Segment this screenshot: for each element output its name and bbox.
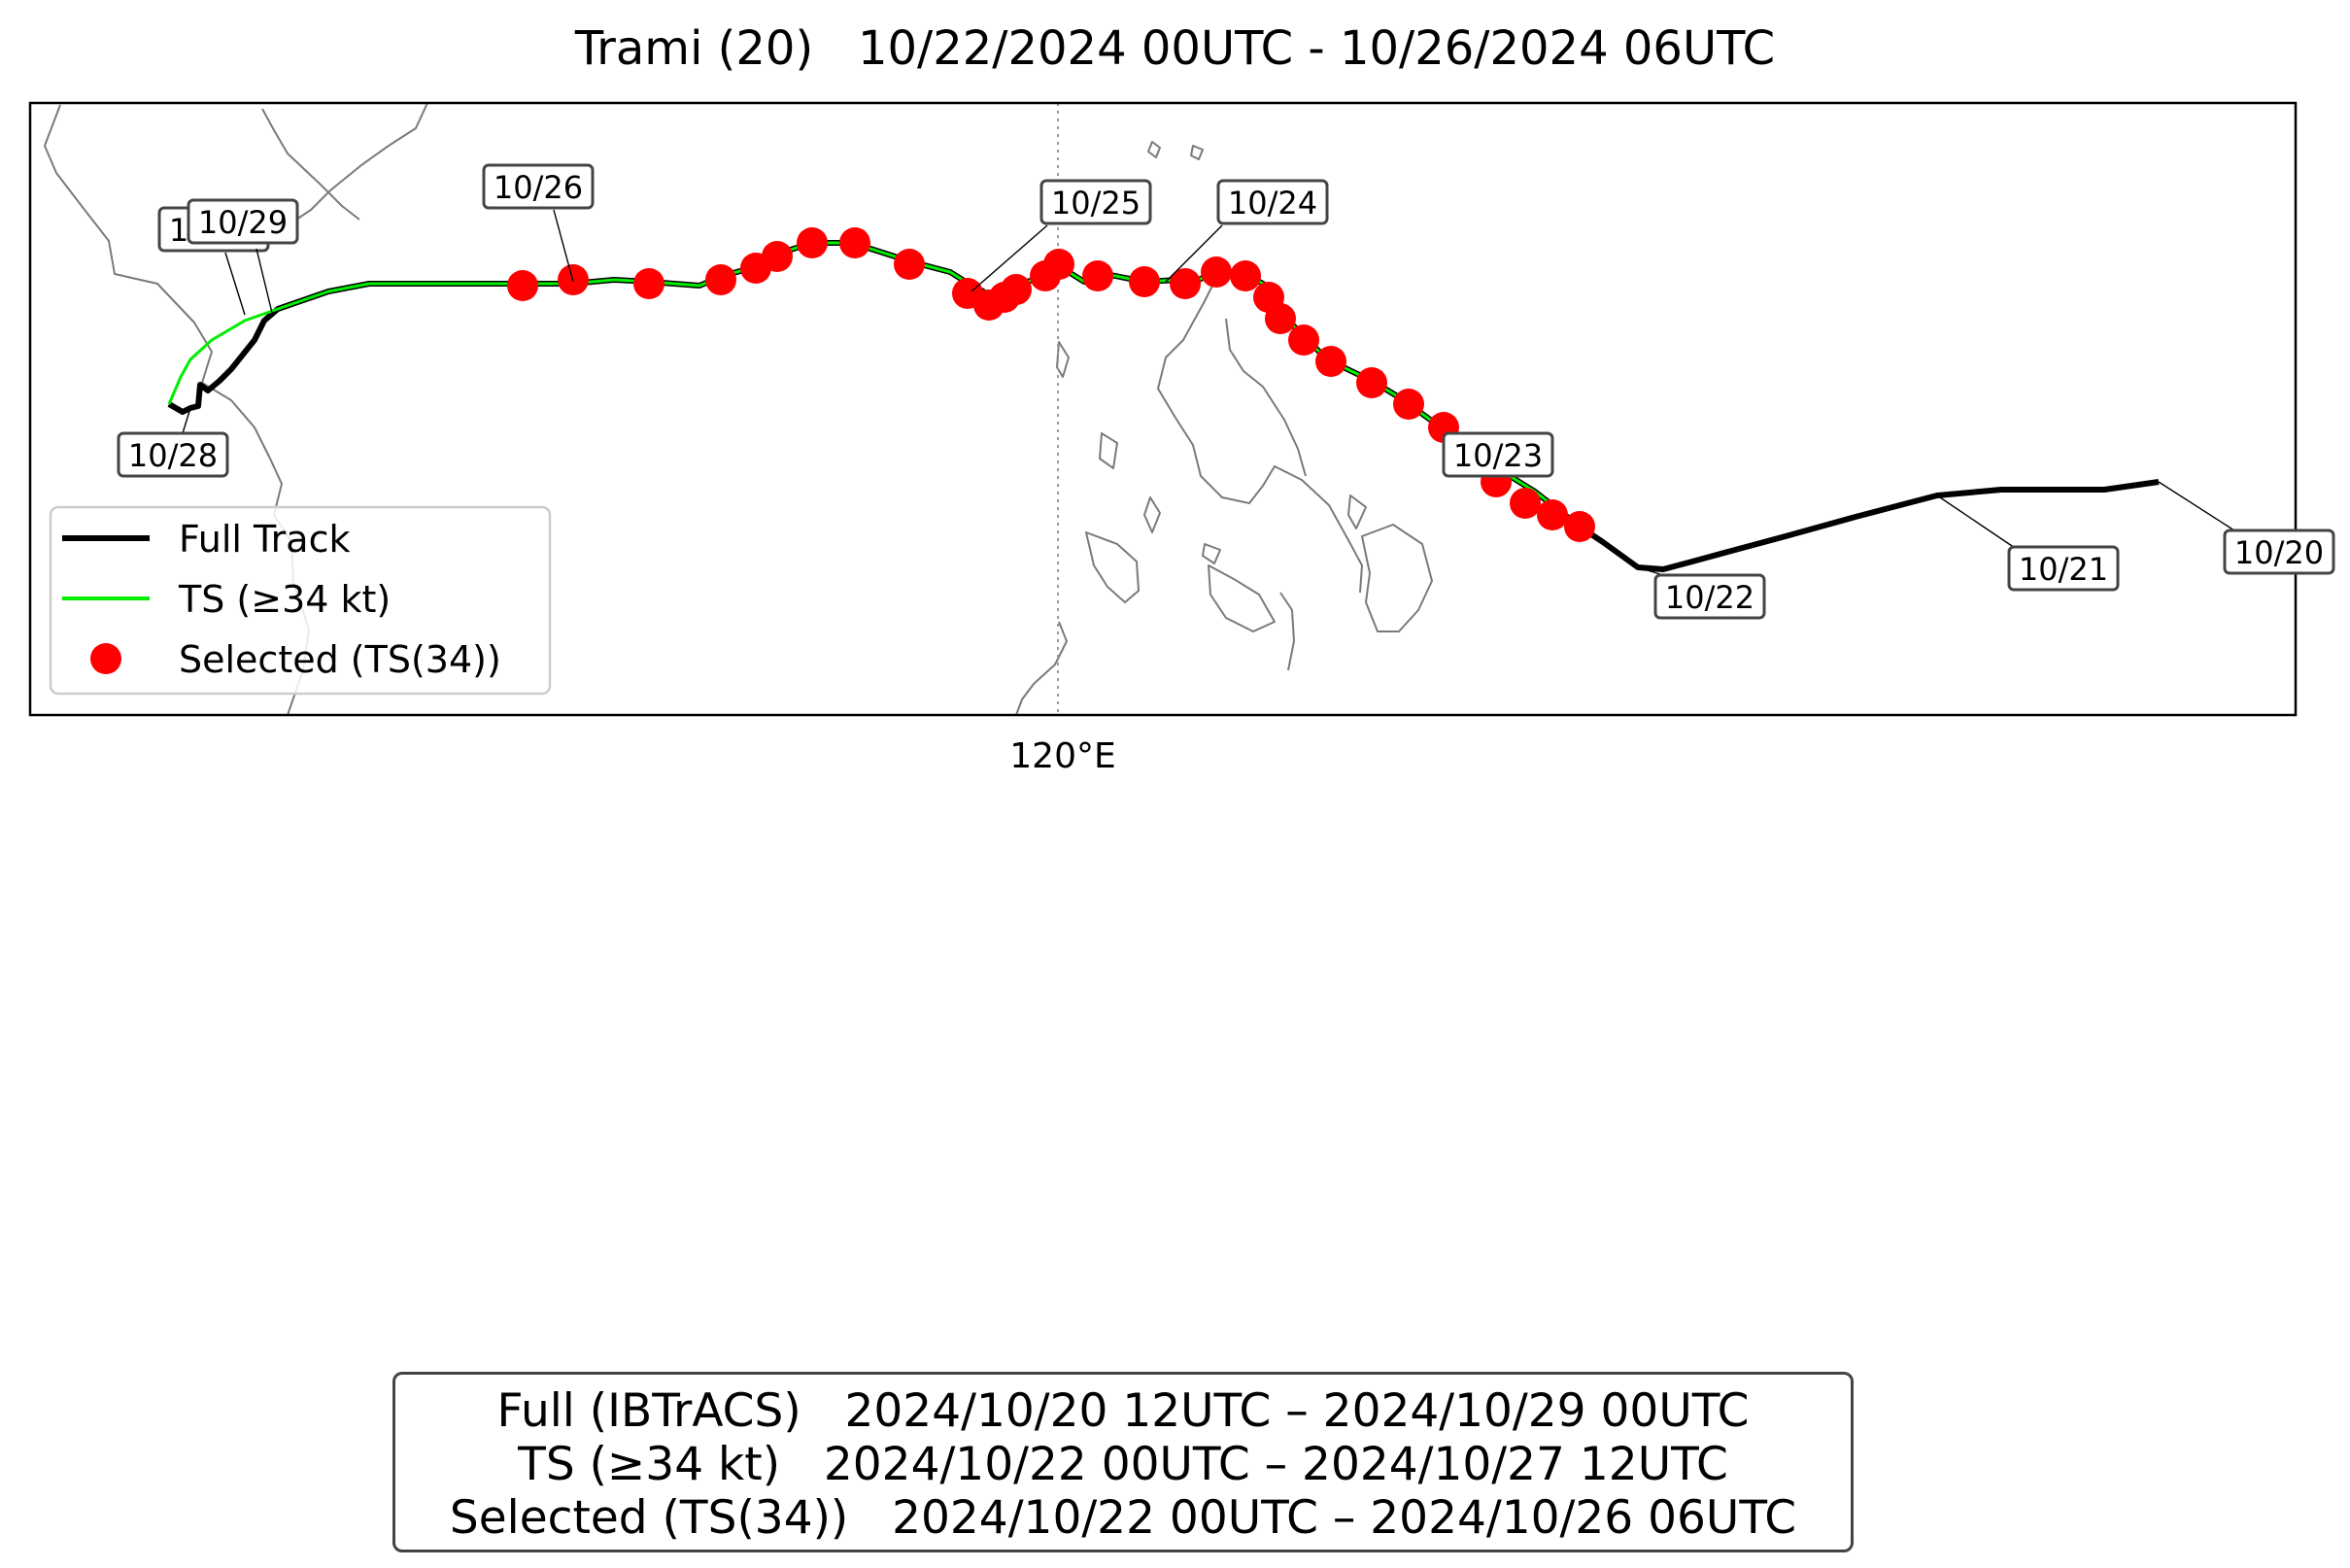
chart-title: Trami (20) 10/22/2024 00UTC - 10/26/2024… [574,21,1776,76]
coastline-panay [1208,564,1276,632]
selected-point [952,278,983,309]
selected-point [1082,260,1113,291]
selected-point [1170,268,1201,299]
coastline-island-6 [1202,543,1221,564]
leader-10-28 [182,407,191,434]
coastline-island-1 [1147,141,1161,158]
xtick-label-120e: 120°E [1009,736,1115,776]
summary-full: Full (IBTrACS) 2024/10/20 12UTC – 2024/1… [496,1384,1750,1438]
selected-point [1030,260,1061,291]
selected-point [1253,282,1284,313]
coastline-inland [287,103,428,226]
coastline-mindoro [1085,531,1140,603]
coastline-luzon-east [1225,318,1307,477]
coastline-luzon [1157,261,1363,594]
leader-10-21 [1936,494,2016,549]
date-label-10-21: 10/21 [2019,551,2108,588]
selected-point [1510,488,1541,519]
selected-point [633,268,664,299]
date-label-10-22: 10/22 [1665,579,1754,616]
label-box-10-24 [1216,179,1329,225]
legend-label-full-track: Full Track [179,518,351,561]
selected-point [894,249,925,280]
selected-point [507,270,538,301]
coastline-palawan [1015,621,1068,715]
leader-10-25 [971,224,1048,292]
date-label-10-29: 10/29 [198,204,288,241]
selected-point [1129,266,1160,297]
coastline-island-4 [1099,432,1118,469]
leader-10-24 [1165,224,1223,283]
selected-point [1356,367,1387,398]
period-summary-box: Full (IBTrACS) 2024/10/20 12UTC – 2024/1… [392,1372,1854,1552]
selected-point [1393,389,1424,420]
label-box-10-23 [1442,431,1554,478]
leader-10-20 [2158,481,2235,531]
selected-point [839,227,870,258]
label-box-10-28 [117,431,229,478]
selected-point [797,227,828,258]
map-frame [28,101,2298,717]
leader-10-26 [553,209,574,283]
date-label-10-24: 10/24 [1228,185,1317,222]
selected-point [740,253,771,284]
selected-point [1564,511,1595,542]
label-box-10-26 [482,163,595,210]
coastline-samar [1361,524,1433,632]
legend-label-selected: Selected (TS(34)) [179,638,501,681]
label-box-10-21 [2007,545,2120,592]
leader-10-29 [255,248,273,314]
date-label-10-23: 10/23 [1453,437,1543,474]
legend-box [49,505,552,696]
selected-point [1537,499,1568,530]
leader-10-27 [224,252,246,316]
selected-point [705,264,736,295]
legend-marker-selected [90,643,121,674]
label-box-10-20 [2223,528,2335,575]
summary-selected: Selected (TS(34)) 2024/10/22 00UTC – 202… [449,1491,1797,1545]
label-box-10-29 [187,198,299,245]
coastline-island-7 [1143,496,1161,533]
date-labels: 10/20 10/21 10/22 10/23 10/24 10/25 10/2… [117,163,2335,620]
date-label-10-28: 10/28 [128,437,218,474]
date-label-10-26: 10/26 [494,169,583,206]
summary-ts: TS (≥34 kt) 2024/10/22 00UTC – 2024/10/2… [518,1438,1728,1491]
label-box-10-22 [1653,573,1766,620]
date-label-10-20: 10/20 [2234,534,2324,571]
legend-label-ts: TS (≥34 kt) [178,578,391,621]
coastline-island-3 [1056,341,1070,378]
selected-point [1201,256,1232,288]
selected-point [1315,346,1346,377]
selected-point [1288,324,1319,356]
legend: Full Track TS (≥34 kt) Selected (TS(34)) [49,505,552,696]
coastline-island-2 [1190,145,1204,160]
label-box-10-25 [1039,179,1152,225]
selected-points [507,227,1595,542]
selected-point [1230,260,1261,291]
coastline-cebu [1279,592,1295,671]
date-label-10-25: 10/25 [1051,185,1141,222]
coastline-island-5 [1347,494,1367,529]
coastline-taiwan-strait [261,108,360,221]
